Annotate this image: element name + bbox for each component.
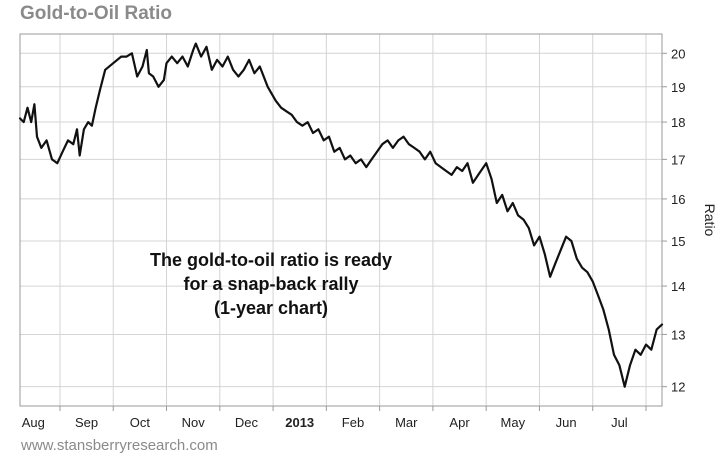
y-tick-label: 20: [671, 46, 685, 61]
x-tick-label: Apr: [449, 415, 470, 430]
y-tick-label: 17: [671, 152, 685, 167]
annotation-line-1: The gold-to-oil ratio is ready: [150, 250, 392, 270]
y-tick-label: 14: [671, 279, 685, 294]
annotation-line-2: for a snap-back rally: [183, 274, 358, 294]
source-watermark: www.stansberryresearch.com: [21, 437, 218, 454]
y-tick-label: 18: [671, 115, 685, 130]
y-axis-label: Ratio: [702, 204, 718, 237]
y-tick-label: 16: [671, 192, 685, 207]
y-tick-label: 19: [671, 80, 685, 95]
vertical-gridlines: [59, 34, 647, 406]
y-tick-label: 15: [671, 234, 685, 249]
x-tick-label: 2013: [285, 415, 314, 430]
x-tick-label: Dec: [235, 415, 259, 430]
x-tick-label: Feb: [342, 415, 364, 430]
x-tick-label: Mar: [395, 415, 418, 430]
x-tick-label: Oct: [130, 415, 151, 430]
y-axis-ticks: 12 13 14 15 16 17 18 19 20: [662, 46, 685, 395]
annotation: The gold-to-oil ratio is ready for a sna…: [150, 250, 392, 318]
x-tick-label: Sep: [75, 415, 98, 430]
y-tick-label: 12: [671, 380, 685, 395]
series-line-gold-to-oil-ratio: [18, 42, 664, 388]
x-tick-label: Jul: [611, 415, 628, 430]
horizontal-gridlines: [20, 52, 662, 388]
plot-frame: [19, 33, 663, 407]
chart-title: Gold-to-Oil Ratio: [20, 3, 172, 24]
x-tick-label: Nov: [182, 415, 206, 430]
annotation-line-3: (1-year chart): [214, 298, 328, 318]
x-tick-label: Jun: [556, 415, 577, 430]
x-axis-ticks: Aug Sep Oct Nov Dec 2013 Feb Mar Apr May Jun Jul: [22, 406, 647, 430]
x-tick-label: Aug: [22, 415, 45, 430]
x-tick-label: May: [501, 415, 526, 430]
y-tick-label: 13: [671, 327, 685, 342]
